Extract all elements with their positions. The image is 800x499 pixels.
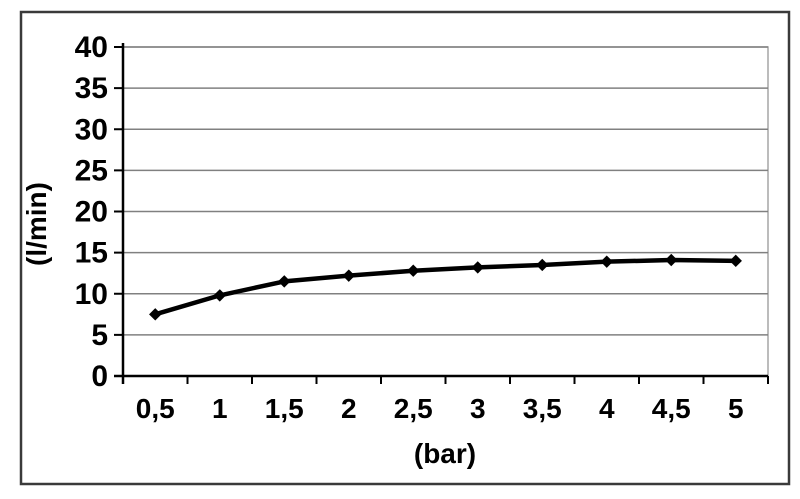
y-tick-label-0: 0 <box>91 360 108 393</box>
marker-diamond-8 <box>665 253 678 267</box>
x-tick-label-4,5: 4,5 <box>652 393 691 424</box>
y-tick-label-20: 20 <box>75 196 108 229</box>
y-tick-label-5: 5 <box>91 319 108 352</box>
x-tick-label-3: 3 <box>470 393 486 424</box>
figure-border <box>19 10 791 486</box>
series-line-flow-rate <box>153 257 738 317</box>
axes <box>114 43 768 384</box>
data-series-line <box>149 253 742 321</box>
x-tick-label-0,5: 0,5 <box>136 393 175 424</box>
x-tick-label-1,5: 1,5 <box>265 393 304 424</box>
y-tick-label-30: 30 <box>75 113 108 146</box>
y-tick-label-15: 15 <box>75 237 108 270</box>
marker-diamond-1 <box>213 289 226 302</box>
y-axis-title: (l/min) <box>21 182 52 266</box>
y-tick-label-35: 35 <box>75 72 108 105</box>
x-axis-title: (bar) <box>414 438 476 469</box>
marker-diamond-4 <box>407 264 420 277</box>
y-tick-label-25: 25 <box>75 154 108 187</box>
x-tick-label-3,5: 3,5 <box>523 393 562 424</box>
marker-diamond-3 <box>342 269 355 282</box>
tick-marks <box>114 46 769 384</box>
marker-diamond-9 <box>729 254 742 268</box>
x-tick-label-2: 2 <box>341 393 357 424</box>
marker-diamond-0 <box>149 308 162 321</box>
marker-diamond-7 <box>600 255 613 268</box>
marker-diamond-6 <box>536 258 549 272</box>
x-tick-label-2,5: 2,5 <box>394 393 433 424</box>
x-tick-labels: 0,5 1 1,5 2 2,5 3 3,5 4 4,5 5 <box>136 393 744 424</box>
marker-diamond-2 <box>278 275 291 288</box>
x-tick-label-5: 5 <box>728 393 744 424</box>
y-tick-labels: 0 5 10 15 20 25 30 35 40 <box>75 31 108 393</box>
y-tick-label-10: 10 <box>75 278 108 311</box>
x-tick-label-1: 1 <box>212 393 228 424</box>
y-tick-label-40: 40 <box>75 31 108 64</box>
gridlines <box>123 46 768 336</box>
x-tick-label-4: 4 <box>599 393 615 424</box>
marker-diamond-5 <box>471 261 484 274</box>
